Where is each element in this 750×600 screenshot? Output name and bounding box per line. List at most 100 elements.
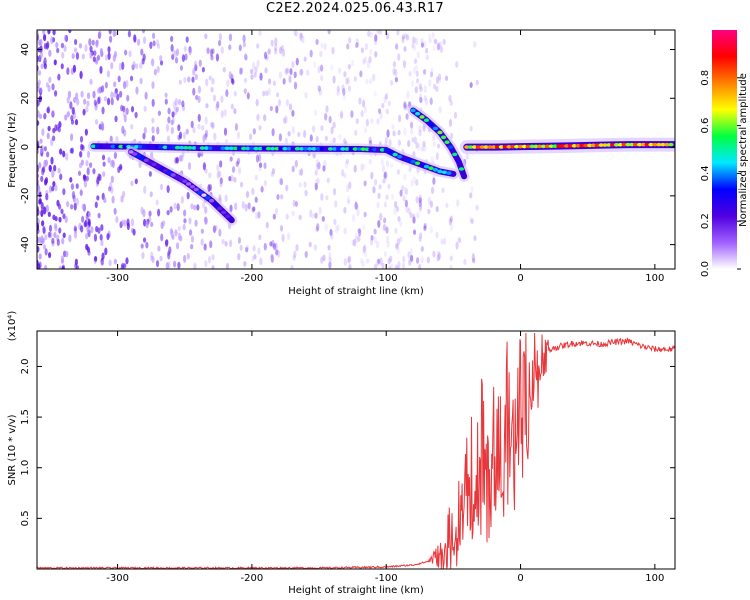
noise-blob xyxy=(318,88,322,96)
noise-blob xyxy=(220,95,224,103)
noise-blob xyxy=(354,201,358,210)
noise-blob xyxy=(397,139,401,147)
noise-blob xyxy=(402,194,406,202)
noise-blob xyxy=(441,187,445,194)
noise-blob xyxy=(85,175,89,182)
noise-blob xyxy=(265,90,269,97)
noise-blob xyxy=(259,257,263,266)
noise-blob xyxy=(79,189,83,196)
noise-blob xyxy=(363,106,368,114)
noise-blob xyxy=(220,110,224,119)
noise-blob xyxy=(358,97,362,105)
noise-blob xyxy=(167,261,171,269)
noise-blob xyxy=(86,224,90,233)
noise-blob xyxy=(267,47,272,53)
noise-blob xyxy=(392,130,396,137)
noise-blob xyxy=(39,87,43,94)
noise-blob xyxy=(264,67,268,74)
main-trace-point xyxy=(232,146,238,151)
noise-blob xyxy=(64,215,68,224)
lower-branch-point xyxy=(170,173,176,177)
noise-blob xyxy=(317,65,321,74)
noise-blob xyxy=(432,141,436,148)
noise-blob xyxy=(201,125,205,131)
noise-blob xyxy=(96,195,100,201)
noise-blob xyxy=(186,252,190,260)
noise-blob xyxy=(418,93,423,101)
main-trace-point xyxy=(261,146,267,151)
noise-blob xyxy=(270,171,274,177)
noise-blob xyxy=(151,126,155,134)
upper-trace-point xyxy=(494,145,501,149)
noise-blob xyxy=(61,51,65,59)
noise-blob xyxy=(347,63,351,70)
noise-blob xyxy=(113,151,118,160)
lower-branch-point xyxy=(201,193,207,197)
noise-blob xyxy=(82,108,86,116)
noise-blob xyxy=(223,127,228,136)
noise-blob xyxy=(115,135,119,143)
noise-blob xyxy=(368,56,372,64)
noise-blob xyxy=(51,185,55,192)
noise-blob xyxy=(177,225,181,232)
noise-blob xyxy=(46,132,50,140)
noise-blob xyxy=(165,261,169,269)
noise-blob xyxy=(376,30,380,35)
noise-blob xyxy=(100,121,104,129)
noise-blob xyxy=(453,111,458,119)
noise-blob xyxy=(234,123,239,131)
main-trace-point xyxy=(212,146,218,150)
noise-blob xyxy=(432,45,436,51)
upper-trace-point xyxy=(579,143,585,148)
noise-blob xyxy=(345,184,350,193)
noise-blob xyxy=(317,85,321,92)
upper-trace-point xyxy=(560,144,566,148)
noise-blob xyxy=(86,167,90,176)
noise-blob xyxy=(59,173,63,181)
noise-blob xyxy=(73,231,78,239)
noise-blob xyxy=(58,227,62,234)
noise-blob xyxy=(233,176,237,183)
noise-blob xyxy=(354,232,358,241)
x-tick-label: -300 xyxy=(106,573,129,584)
noise-blob xyxy=(80,225,84,233)
noise-blob xyxy=(430,186,435,195)
noise-blob xyxy=(398,114,402,123)
noise-blob xyxy=(442,38,446,45)
noise-blob xyxy=(207,184,211,192)
noise-blob xyxy=(412,229,417,235)
noise-blob xyxy=(386,241,390,248)
noise-blob xyxy=(436,42,440,51)
noise-blob xyxy=(272,243,277,251)
noise-blob xyxy=(270,39,274,47)
noise-blob xyxy=(360,163,364,172)
noise-blob xyxy=(171,111,175,118)
noise-blob xyxy=(404,199,408,208)
noise-blob xyxy=(134,111,138,119)
noise-blob xyxy=(332,75,336,84)
noise-blob xyxy=(183,218,187,224)
noise-blob xyxy=(345,158,350,164)
noise-blob xyxy=(369,48,373,56)
noise-blob xyxy=(320,193,324,201)
noise-blob xyxy=(422,141,426,148)
noise-blob xyxy=(347,256,351,264)
noise-blob xyxy=(358,228,362,237)
noise-blob xyxy=(424,97,428,106)
noise-blob xyxy=(436,143,441,149)
noise-blob xyxy=(145,221,149,229)
upper-trace-point xyxy=(514,144,520,149)
noise-blob xyxy=(88,38,92,47)
noise-blob xyxy=(190,235,195,243)
noise-blob xyxy=(370,171,374,180)
noise-blob xyxy=(343,138,347,144)
noise-blob xyxy=(299,32,303,42)
noise-blob xyxy=(228,71,232,80)
noise-blob xyxy=(109,135,113,143)
noise-blob xyxy=(263,162,267,170)
noise-blob xyxy=(395,242,399,249)
noise-blob xyxy=(211,264,215,269)
noise-blob xyxy=(237,237,242,244)
noise-blob xyxy=(92,56,96,63)
noise-blob xyxy=(448,118,453,127)
